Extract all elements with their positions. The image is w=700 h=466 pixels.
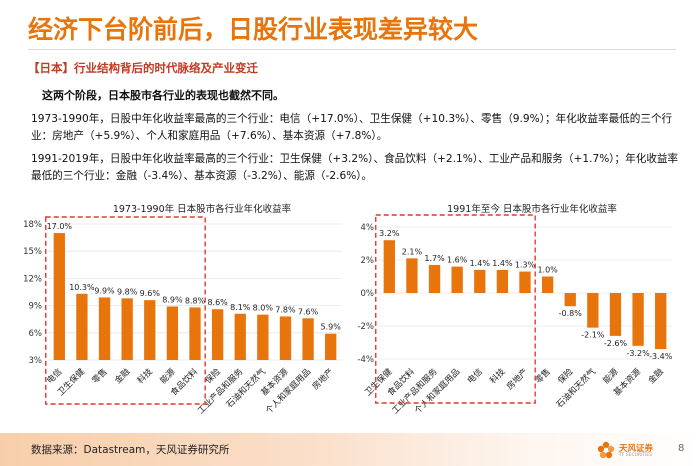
bar-食品饮料: [189, 307, 201, 360]
bar-金融: [121, 298, 133, 360]
data-label: 10.3%: [69, 283, 95, 292]
page-title: 经济下台阶前后，日股行业表现差异较大: [28, 15, 479, 44]
data-label: 5.9%: [321, 323, 342, 332]
category-label: 房地产: [504, 366, 530, 392]
bar-工业产品和服务: [234, 313, 246, 360]
logo-subtext: TF SECURITIES: [619, 453, 653, 458]
data-label: 8.6%: [207, 298, 228, 307]
data-label: 7.6%: [298, 307, 319, 316]
data-label: 8.0%: [253, 304, 274, 313]
y-tick-label: 15%: [23, 247, 42, 257]
data-label: 1.4%: [470, 259, 491, 268]
y-tick-label: 9%: [29, 302, 43, 312]
logo-flower-icon: [597, 441, 615, 459]
bar-电信: [53, 233, 65, 360]
category-label: 保险: [556, 366, 576, 386]
data-label: 1.7%: [424, 254, 445, 263]
data-label: 8.9%: [162, 296, 183, 305]
data-label: 9.8%: [117, 287, 138, 296]
footer-band: [0, 433, 700, 466]
chart-1973-1990: 1973-1990年 日本股市各行业年化收益率 3% 6% 9% 12% 15% 18% 17…: [23, 203, 342, 416]
bar-食品饮料: [406, 258, 418, 293]
data-label: 9.6%: [140, 289, 161, 298]
y-tick-label: 3%: [29, 356, 43, 366]
data-label: -2.1%: [581, 331, 605, 340]
bar-房地产: [325, 333, 337, 360]
bar-石油和天然气: [587, 293, 599, 328]
company-logo: 天风证券 TF SECURITIES: [596, 440, 666, 462]
bar-石油和天然气: [257, 314, 269, 360]
bar-卫生保健: [76, 293, 88, 360]
footer: 数据来源：Datastream，天风证券研究所 天风证券 TF SECURITI…: [0, 433, 700, 466]
y-tick-label: 4%: [361, 223, 375, 233]
data-label: -3.2%: [626, 349, 650, 358]
category-label: 零售: [533, 366, 553, 386]
data-label: 1.0%: [537, 266, 558, 275]
category-label: 石油和天然气: [554, 366, 598, 410]
data-label: 8.1%: [230, 303, 251, 312]
paragraph-1973-1990: 1973-1990年，日股中年化收益率最高的三个行业：电信（+17.0%）、卫生…: [31, 113, 673, 142]
intro-text: 这两个阶段，日本股市各行业的表现也截然不同。: [42, 89, 284, 102]
y-tick-label: 0%: [361, 289, 375, 299]
data-label: 9.9%: [94, 286, 115, 295]
y-tick-label: 6%: [29, 329, 43, 339]
y-tick-label: 2%: [361, 256, 375, 266]
bar-科技: [496, 269, 509, 293]
logo-text: 天风证券: [619, 444, 654, 454]
highlight-box: [45, 216, 206, 405]
category-label: 科技: [488, 366, 508, 386]
chart-title: 1991年至今 日本股市各行业年化收益率: [447, 203, 617, 215]
page-number: 8: [678, 443, 685, 454]
title-divider: [28, 49, 676, 50]
category-label: 金融: [646, 366, 666, 386]
data-label: -3.4%: [649, 352, 673, 361]
bar-工业产品和服务: [428, 264, 441, 293]
bar-电信: [474, 269, 486, 293]
data-label: 3.2%: [379, 229, 400, 238]
chart-1991-now: 1991年至今 日本股市各行业年化收益率-4%-2%0%2%4%3.2%卫生保健…: [357, 203, 673, 416]
bar-零售: [541, 276, 554, 293]
y-tick-label: -2%: [357, 322, 374, 332]
bar-房地产: [519, 271, 531, 293]
data-label: 8.8%: [185, 296, 206, 305]
bar-保险: [211, 309, 224, 360]
highlight-box: [375, 214, 536, 404]
bar-能源: [609, 293, 622, 336]
bar-金融: [655, 293, 667, 350]
bar-保险: [564, 293, 576, 307]
y-tick-label: 12%: [23, 274, 42, 284]
chart-title: 1973-1990年 日本股市各行业年化收益率: [113, 203, 292, 215]
bar-零售: [98, 297, 111, 360]
data-label: -2.6%: [604, 339, 628, 348]
bar-科技: [144, 300, 156, 360]
section-subtitle: 【日本】行业结构背后的时代脉络及产业变迁: [28, 61, 258, 75]
data-label: 1.6%: [447, 256, 468, 265]
data-label: 17.0%: [47, 222, 73, 231]
paragraph-1991-2019: 1991-2019年，日股中年化收益率最高的三个行业：卫生保健（+3.2%）、食…: [31, 153, 679, 182]
y-tick-label: 18%: [23, 220, 42, 230]
category-label: 电信: [465, 366, 485, 386]
y-tick-label: -4%: [357, 355, 374, 365]
bar-卫生保健: [383, 240, 395, 293]
category-label: 能源: [601, 366, 621, 386]
bar-个人和家庭用品: [451, 266, 463, 293]
data-source: 数据来源：Datastream，天风证券研究所: [31, 444, 230, 456]
data-label: 1.4%: [492, 259, 513, 268]
bar-个人和家庭用品: [302, 318, 314, 360]
bar-基本资源: [279, 316, 292, 360]
data-label: 1.3%: [515, 261, 536, 270]
data-label: -0.8%: [559, 309, 583, 318]
data-label: 2.1%: [402, 247, 423, 256]
bar-能源: [166, 306, 179, 360]
bar-基本资源: [632, 293, 644, 346]
data-label: 7.8%: [275, 305, 296, 314]
